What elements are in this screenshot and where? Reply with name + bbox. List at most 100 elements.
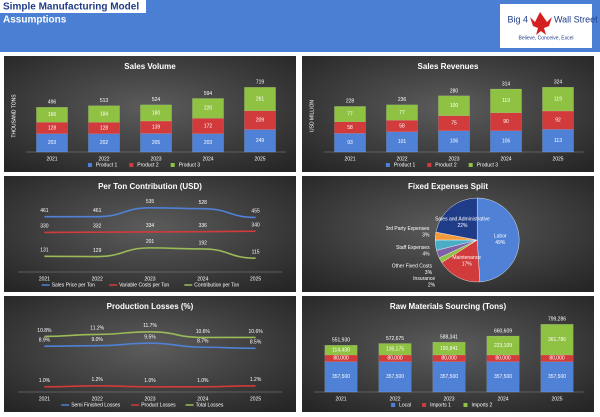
data-label: 113 xyxy=(554,138,562,144)
data-label: 90 xyxy=(503,119,509,125)
data-label: 201 xyxy=(146,239,155,245)
data-label: 119 xyxy=(554,96,562,102)
data-label: 8.9% xyxy=(39,338,51,344)
data-label: 209 xyxy=(256,118,265,124)
total-label: 572,675 xyxy=(386,336,404,342)
slice-label: Maintenance xyxy=(452,255,481,261)
legend-label: Semi Finished Losses xyxy=(71,402,120,408)
data-label: 261 xyxy=(256,96,265,102)
data-label: 128 xyxy=(48,125,57,131)
bar-segment xyxy=(386,104,418,121)
bar-segment xyxy=(36,107,68,123)
data-label: 131 xyxy=(40,248,49,254)
data-label: 1.0% xyxy=(197,378,209,384)
data-label: 129 xyxy=(93,248,102,254)
page-subtitle: Assumptions xyxy=(3,15,67,26)
legend-label: Sales Price per Ton xyxy=(52,282,95,288)
series-line xyxy=(44,385,256,388)
legend-label: Product 3 xyxy=(179,162,201,168)
data-label: 357,500 xyxy=(440,374,458,380)
x-tick-label: 2024 xyxy=(497,396,508,402)
bar-segment xyxy=(378,343,412,356)
data-label: 184 xyxy=(100,111,109,117)
bar-segment xyxy=(438,95,470,117)
y-axis-label: THOUSAND TONS xyxy=(11,94,17,138)
series-line xyxy=(44,342,256,350)
data-label: 357,500 xyxy=(386,374,404,380)
pie-slice xyxy=(435,197,478,241)
data-label: 80,000 xyxy=(495,356,511,362)
x-tick-label: 2022 xyxy=(389,396,400,402)
total-label: 551,930 xyxy=(332,338,350,344)
data-label: 150,841 xyxy=(440,346,458,352)
data-label: 9.0% xyxy=(91,337,103,343)
x-tick-label: 2025 xyxy=(551,396,562,402)
bar-segment xyxy=(324,345,358,356)
data-label: 357,500 xyxy=(494,374,512,380)
data-label: 11.7% xyxy=(143,323,157,329)
x-tick-label: 2022 xyxy=(92,396,103,402)
bar-segment xyxy=(140,104,172,122)
legend-swatch xyxy=(385,163,390,167)
data-label: 455 xyxy=(251,209,260,215)
bar-segment xyxy=(490,88,522,113)
x-tick-label: 2025 xyxy=(254,156,265,162)
bar-segment xyxy=(540,361,574,393)
data-label: 528 xyxy=(199,200,208,206)
logo-text: Big 4 xyxy=(507,14,528,24)
data-label: 1.2% xyxy=(250,377,262,383)
bar-segment xyxy=(540,324,574,356)
slice-label: Staff Expenses xyxy=(396,245,430,251)
chart-title: Per Ton Contribution (USD) xyxy=(98,182,202,191)
pie-slice xyxy=(441,239,481,283)
slice-label: Other Fixed Costs xyxy=(392,264,433,270)
data-label: 115 xyxy=(252,250,260,256)
x-tick-label: 2023 xyxy=(144,396,155,402)
legend-swatch xyxy=(170,163,175,167)
data-label: 8.5% xyxy=(250,340,262,346)
x-tick-label: 2021 xyxy=(39,396,50,402)
data-label: 77 xyxy=(347,111,353,117)
data-label: 336 xyxy=(199,223,208,229)
legend-swatch xyxy=(87,163,92,167)
slice-label: Insurance xyxy=(413,276,435,282)
legend-label: Product Losses xyxy=(141,402,176,408)
data-label: 101 xyxy=(398,139,407,145)
legend-label: Imports 1 xyxy=(430,402,451,408)
page-title: Simple Manufacturing Model xyxy=(3,2,139,13)
legend-swatch xyxy=(422,403,427,407)
legend-swatch xyxy=(129,163,134,167)
data-label: 461 xyxy=(40,208,49,214)
data-label: 330 xyxy=(40,224,49,230)
total-label: 228 xyxy=(346,99,355,105)
bar-segment xyxy=(486,335,520,356)
x-tick-label: 2024 xyxy=(197,396,208,402)
data-label: 535 xyxy=(146,199,155,205)
x-tick-label: 2022 xyxy=(92,276,103,282)
total-label: 314 xyxy=(502,82,511,88)
series-line xyxy=(44,206,256,219)
data-label: 10.6% xyxy=(249,329,264,335)
legend-label: Local xyxy=(399,402,411,408)
data-label: 75 xyxy=(451,121,457,127)
total-label: 496 xyxy=(48,100,57,106)
chart-panel xyxy=(4,296,296,412)
x-tick-label: 2025 xyxy=(250,276,261,282)
pie-slice xyxy=(477,197,520,283)
legend-label: Product 1 xyxy=(394,162,416,168)
legend-swatch xyxy=(427,163,432,167)
bar-segment xyxy=(542,86,574,112)
slice-value: 3% xyxy=(425,270,433,276)
data-label: 106 xyxy=(450,139,459,145)
slice-value: 2% xyxy=(428,282,436,288)
slice-value: 3% xyxy=(422,233,430,239)
series-line xyxy=(44,230,256,234)
total-label: 524 xyxy=(152,97,161,103)
total-label: 588,341 xyxy=(440,334,458,340)
chart-title: Fixed Expenses Split xyxy=(408,182,488,191)
total-label: 324 xyxy=(554,80,563,86)
data-label: 166 xyxy=(48,112,57,118)
slice-label: Labor xyxy=(494,234,507,240)
y-axis-label: USD MILLION xyxy=(309,100,315,132)
total-label: 236 xyxy=(398,97,407,103)
